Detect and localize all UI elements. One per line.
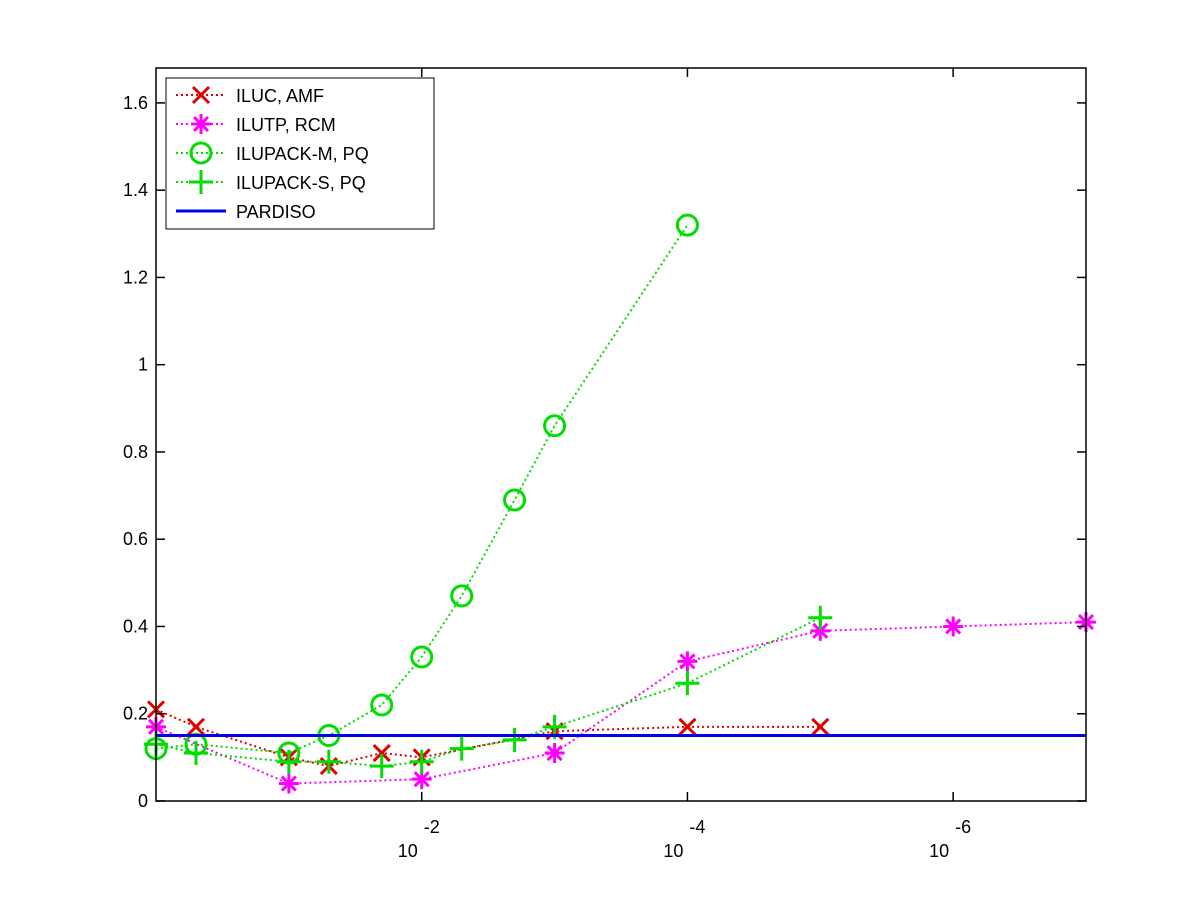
series-layer xyxy=(144,213,1096,794)
data-point xyxy=(675,213,699,237)
x-tick-label: 10 -2 xyxy=(398,817,440,861)
data-point xyxy=(369,754,394,779)
x-tick-label: 10 -6 xyxy=(929,817,971,861)
data-point xyxy=(675,671,700,696)
y-tick-label: 1.4 xyxy=(123,180,148,200)
data-point xyxy=(544,743,565,764)
legend-label: ILUTP, RCM xyxy=(236,115,336,135)
data-point xyxy=(278,773,299,794)
x-tick-label-base: 10 xyxy=(929,841,949,861)
data-point xyxy=(409,749,434,774)
x-tick-label: 10 -4 xyxy=(663,817,705,861)
y-tick-label: 1 xyxy=(138,355,148,375)
legend-entry: ILUC, AMF xyxy=(176,85,324,106)
data-point xyxy=(183,741,208,766)
data-point xyxy=(677,651,698,672)
x-tick-label-exponent: -2 xyxy=(424,817,440,837)
data-point xyxy=(372,743,391,763)
data-point xyxy=(502,727,527,752)
legend-marker xyxy=(191,114,211,134)
data-point xyxy=(811,717,830,736)
x-tick-label-exponent: -4 xyxy=(689,817,705,837)
data-point xyxy=(808,605,833,630)
y-tick-label: 0.8 xyxy=(123,442,148,462)
data-point xyxy=(678,717,697,736)
data-point xyxy=(276,749,301,774)
series-line xyxy=(155,621,1087,785)
y-tick-label: 0 xyxy=(138,791,148,811)
data-point xyxy=(411,769,432,790)
data-point xyxy=(449,736,474,761)
data-point xyxy=(316,749,341,774)
y-tick-label: 0.2 xyxy=(123,704,148,724)
legend-entry: ILUPACK-M, PQ xyxy=(176,141,369,165)
y-tick-label: 0.4 xyxy=(123,616,148,636)
y-tick-label: 1.6 xyxy=(123,93,148,113)
data-point xyxy=(503,488,527,512)
legend-label: PARDISO xyxy=(236,202,316,222)
legend-entry: ILUTP, RCM xyxy=(176,114,336,135)
x-tick-label-exponent: -6 xyxy=(955,817,971,837)
data-point xyxy=(543,414,567,438)
data-point xyxy=(410,645,434,669)
y-tick-label: 0.6 xyxy=(123,529,148,549)
y-tick-label: 1.2 xyxy=(123,267,148,287)
data-point xyxy=(810,620,831,641)
data-point xyxy=(943,616,964,637)
x-tick-label-base: 10 xyxy=(398,841,418,861)
data-point xyxy=(370,693,394,717)
legend-label: ILUC, AMF xyxy=(236,86,324,106)
data-point xyxy=(450,584,474,608)
x-tick-label-base: 10 xyxy=(663,841,683,861)
legend-marker xyxy=(189,170,213,194)
legend-marker xyxy=(191,85,211,105)
legend-label: ILUPACK-S, PQ xyxy=(236,173,366,193)
data-point xyxy=(186,717,206,736)
series-line xyxy=(155,224,689,755)
legend: ILUC, AMF ILUTP, RCM ILUPACK-M, PQ ILUPACK-… xyxy=(165,77,435,230)
legend-marker xyxy=(189,141,213,165)
legend-label: ILUPACK-M, PQ xyxy=(236,144,369,164)
legend-entry: ILUPACK-S, PQ xyxy=(176,170,366,194)
legend-entry: PARDISO xyxy=(176,202,316,222)
axis-layer: 0 0.2 0.4 0.6 0.8 1 1.2 1.4 1.6 10 -2 10 -4 10 -6 xyxy=(123,68,1086,861)
series-line xyxy=(155,616,821,768)
plot-frame xyxy=(155,67,1087,802)
